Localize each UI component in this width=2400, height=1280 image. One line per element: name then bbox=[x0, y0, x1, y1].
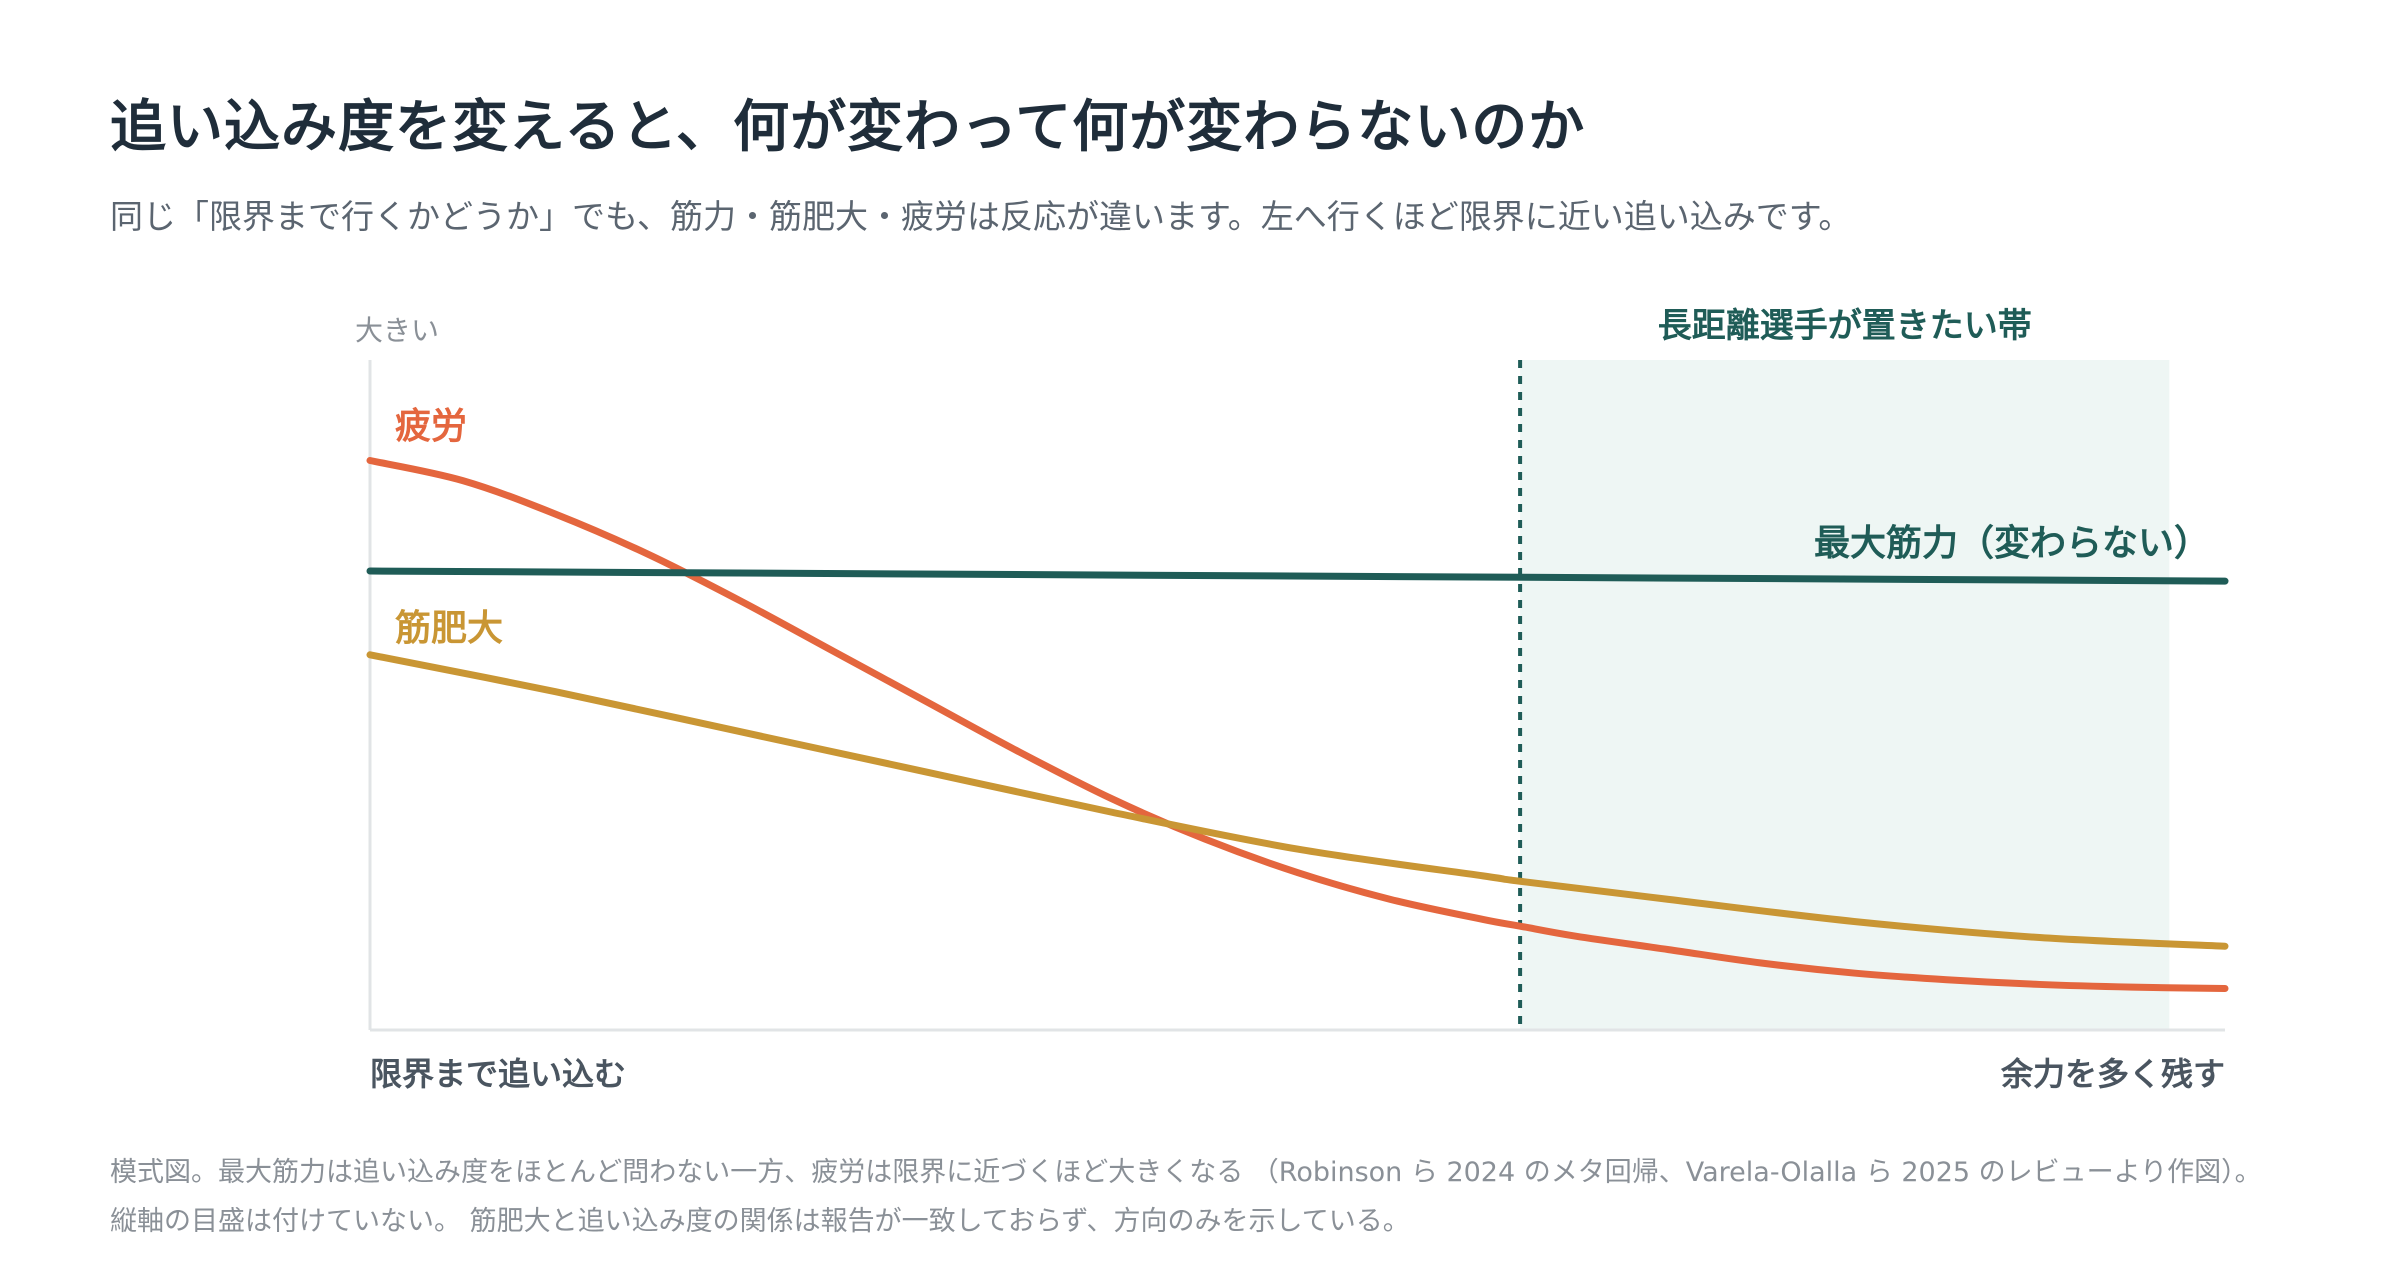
series-label-hypertrophy: 筋肥大 bbox=[395, 608, 503, 649]
x-tick-left: 限界まで追い込む bbox=[370, 1055, 626, 1093]
footnote: 模式図。最大筋力は追い込み度をほとんど問わない一方、疲労は限界に近づくほど大きく… bbox=[110, 1157, 2262, 1237]
page-title: 追い込み度を変えると、何が変わって何が変わらないのか bbox=[110, 95, 1586, 160]
series-group bbox=[366, 457, 2229, 992]
series-line-max-strength bbox=[366, 567, 2229, 585]
series-label-max-strength: 最大筋力（変わらない） bbox=[1814, 522, 2210, 564]
x-tick-right: 余力を多く残す bbox=[2000, 1055, 2225, 1093]
page-subtitle: 同じ「限界まで行くかどうか」でも、筋力・筋肥大・疲労は反応が違います。左へ行くほ… bbox=[110, 197, 1852, 236]
highlight-band bbox=[1520, 360, 2170, 1030]
series-line-hypertrophy bbox=[366, 651, 2229, 950]
band-label: 長距離選手が置きたい帯 bbox=[1658, 306, 2032, 346]
series-label-fatigue: 疲労 bbox=[395, 406, 467, 447]
y-axis-label: 大きい bbox=[355, 314, 439, 347]
